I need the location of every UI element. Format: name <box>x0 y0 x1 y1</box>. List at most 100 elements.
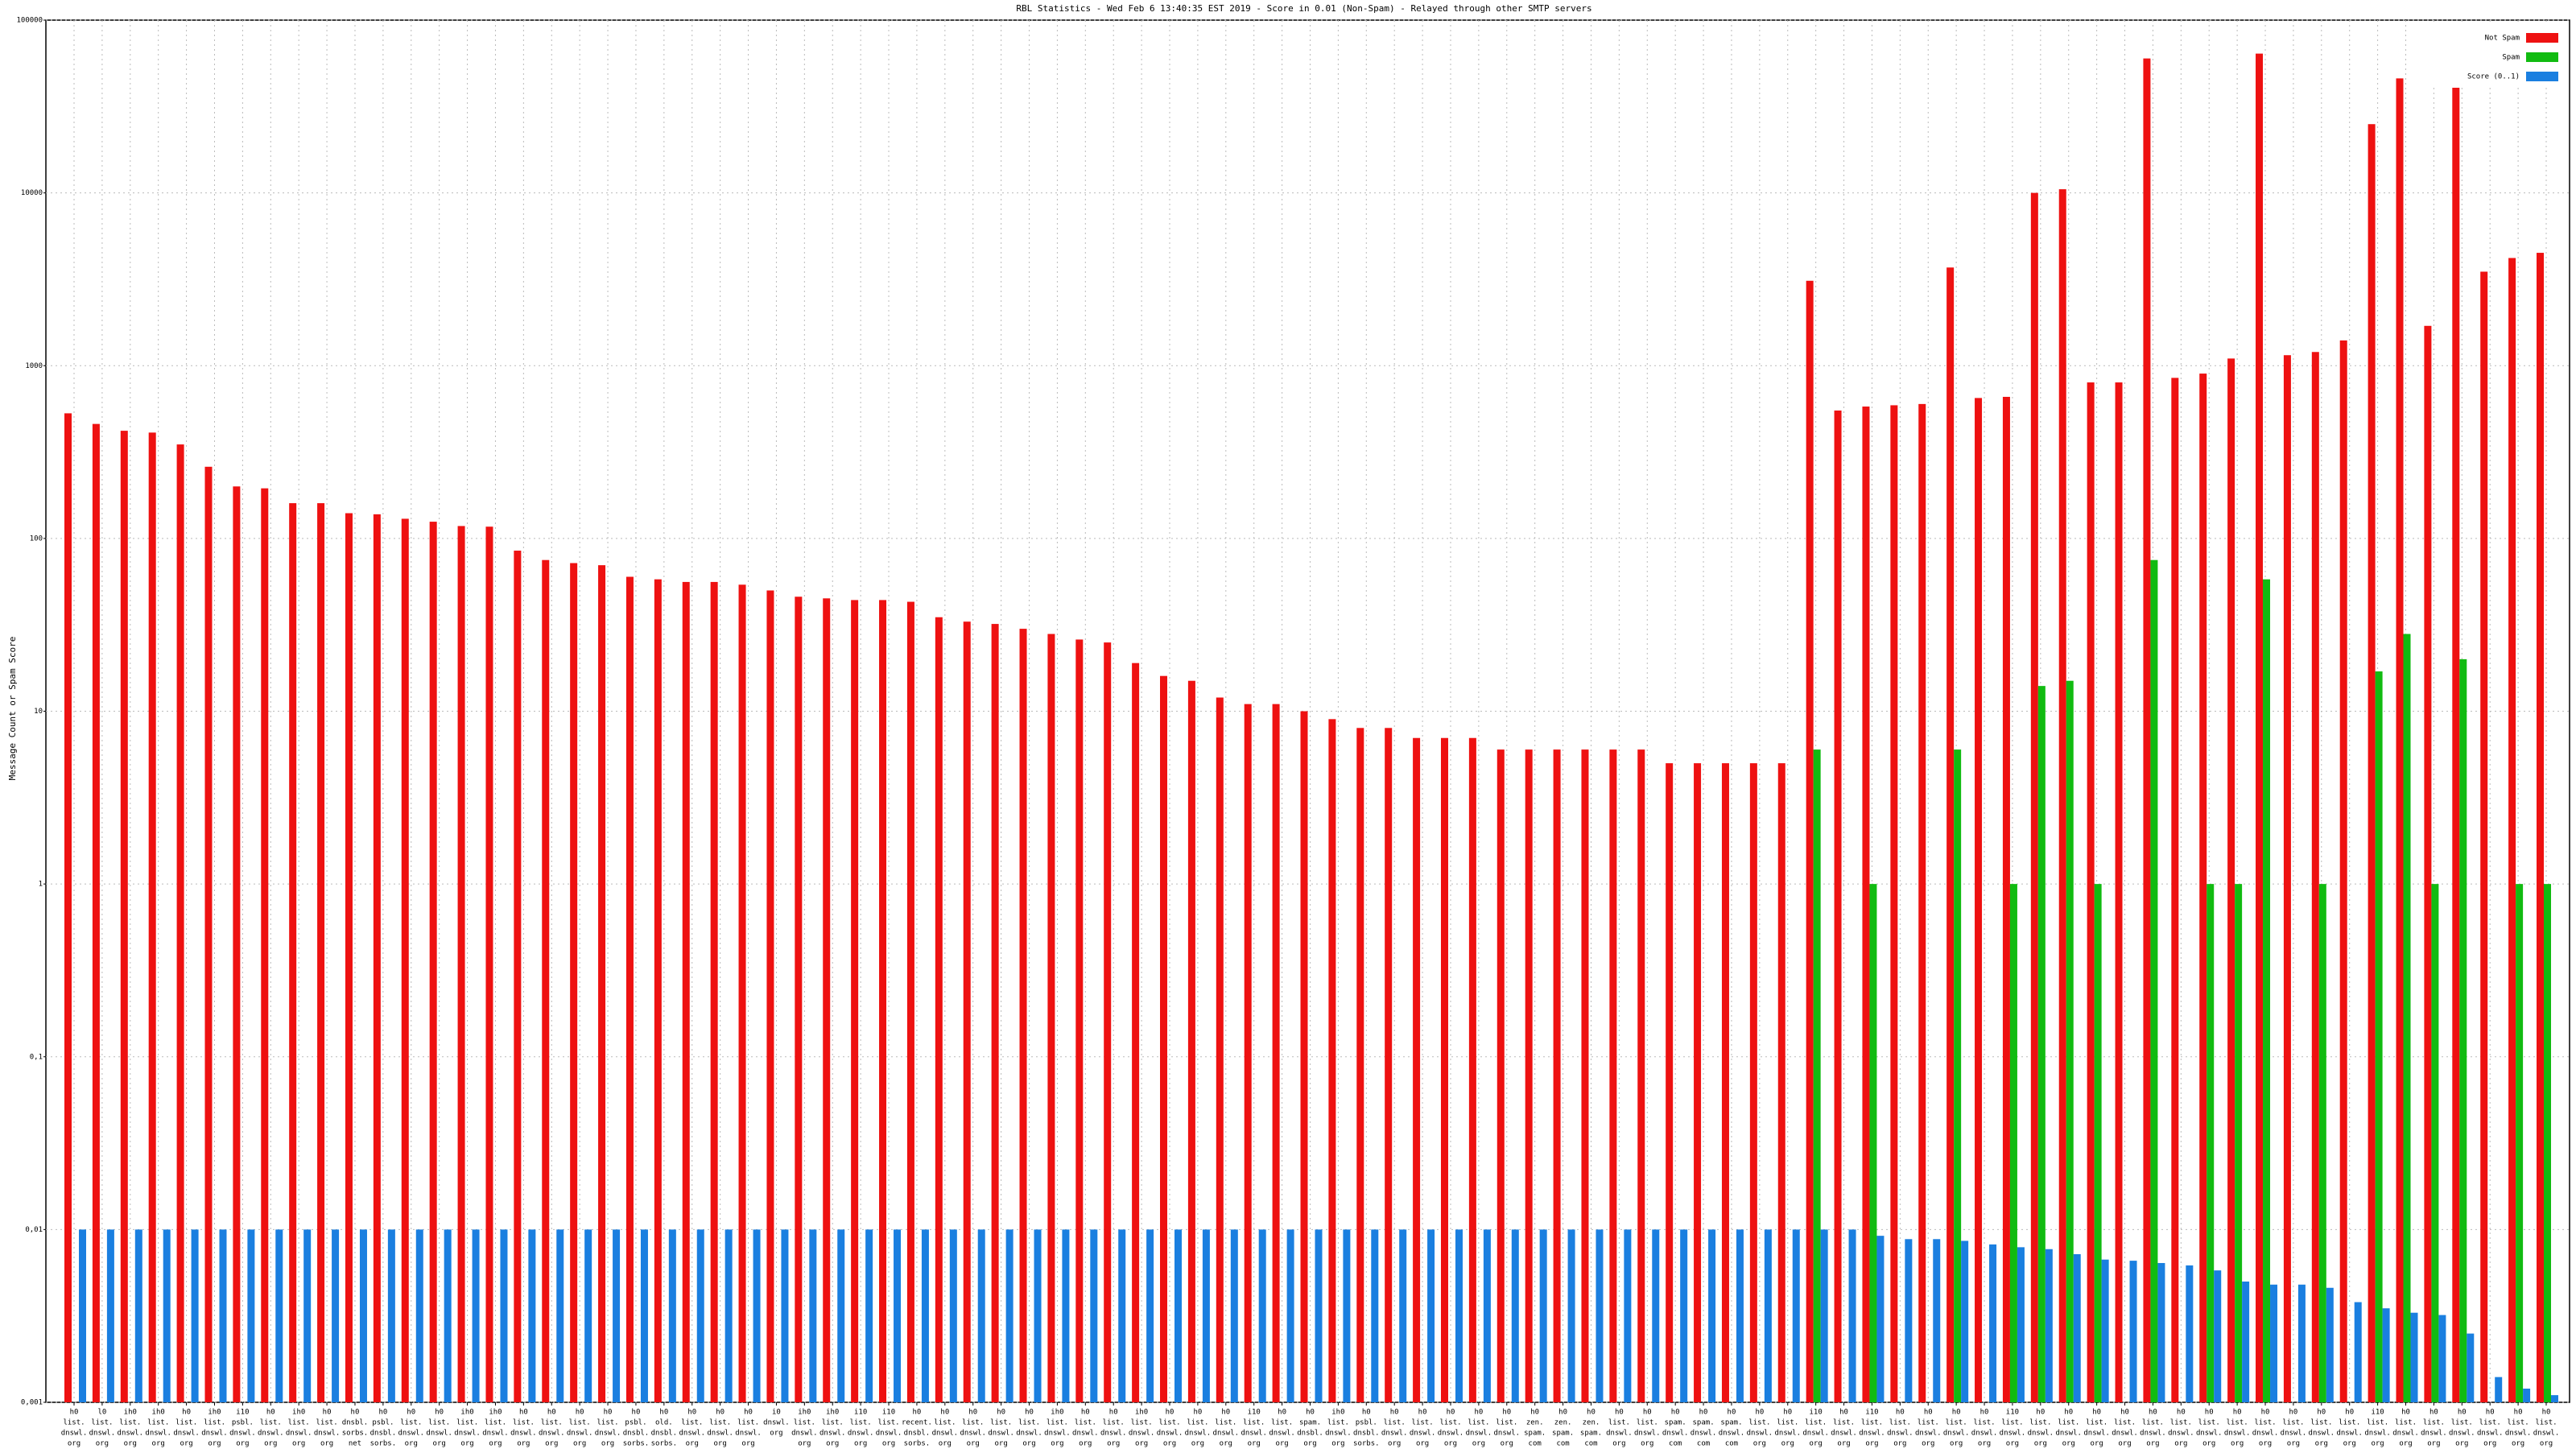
y-tick-label: 0,1 <box>30 1053 43 1061</box>
x-tick-label: h0 <box>2317 1409 2326 1417</box>
x-tick-label: org <box>96 1440 109 1448</box>
x-tick-label: h0 <box>1193 1409 1202 1417</box>
x-tick-label: org <box>573 1440 586 1448</box>
x-tick-label: list. <box>2058 1419 2079 1427</box>
x-tick-label: list. <box>850 1419 872 1427</box>
bar <box>1666 763 1674 1402</box>
bar <box>79 1229 86 1402</box>
x-tick-label: sorbs. <box>342 1430 369 1438</box>
x-tick-label: org <box>2399 1440 2412 1448</box>
bar <box>2452 85 2460 1403</box>
legend-swatch <box>2526 72 2558 81</box>
bar <box>613 1229 621 1402</box>
bar <box>879 600 887 1402</box>
bar <box>2410 1312 2418 1402</box>
x-tick-label: h0 <box>182 1409 191 1417</box>
x-tick-label: h0 <box>1558 1409 1567 1417</box>
x-tick-label: h0 <box>351 1409 360 1417</box>
bar <box>1637 749 1645 1402</box>
bar <box>2516 884 2524 1402</box>
x-tick-label: ih0 <box>826 1409 839 1417</box>
x-tick-label: org <box>854 1440 867 1448</box>
x-tick-label: dnswl. <box>2392 1430 2419 1438</box>
bar <box>1862 407 1870 1402</box>
x-tick-label: org <box>994 1440 1007 1448</box>
x-tick-label: org <box>405 1440 418 1448</box>
bar <box>1694 763 1702 1402</box>
x-tick-label: list. <box>2170 1419 2192 1427</box>
bar <box>2326 1287 2334 1402</box>
x-tick-label: dnswl. <box>2055 1430 2082 1438</box>
x-tick-label: org <box>1810 1440 1823 1448</box>
x-tick-label: list. <box>316 1419 338 1427</box>
bar <box>1680 1229 1688 1402</box>
x-tick-label: dnswl. <box>1831 1430 1857 1438</box>
bar <box>1736 1229 1744 1402</box>
x-tick-label: dnswl. <box>1157 1430 1183 1438</box>
x-tick-label: list. <box>1243 1419 1265 1427</box>
x-tick-label: list. <box>1412 1419 1434 1427</box>
x-tick-label: list. <box>2086 1419 2107 1427</box>
x-tick-label: dnswl. <box>1802 1430 1829 1438</box>
x-tick-label: dnswl. <box>286 1430 312 1438</box>
bar <box>921 1229 929 1402</box>
x-tick-label: com <box>1584 1440 1597 1448</box>
x-tick-label: h0 <box>1924 1409 1933 1417</box>
x-tick-label: list. <box>2282 1419 2304 1427</box>
x-tick-label: h0 <box>1418 1409 1427 1417</box>
x-tick-label: h0 <box>2092 1409 2101 1417</box>
x-tick-label: dnswl. <box>2533 1430 2560 1438</box>
x-tick-label: org <box>2062 1440 2075 1448</box>
x-tick-label: dnswl. <box>1213 1430 1240 1438</box>
x-tick-label: com <box>1556 1440 1569 1448</box>
bar <box>1848 1229 1856 1402</box>
bar <box>92 423 100 1402</box>
x-tick-label: org <box>1248 1440 1261 1448</box>
x-tick-label: list. <box>1327 1419 1349 1427</box>
bar <box>991 624 999 1402</box>
x-tick-label: list. <box>204 1419 225 1427</box>
x-tick-label: org <box>1303 1440 1316 1448</box>
bar <box>1005 1229 1013 1402</box>
bar <box>1890 405 1898 1402</box>
x-tick-label: l0 <box>97 1409 106 1417</box>
bar <box>485 526 493 1402</box>
x-tick-label: h0 <box>968 1409 977 1417</box>
x-tick-label: dnswl. <box>735 1430 762 1438</box>
x-tick-label: list. <box>934 1419 956 1427</box>
x-tick-label: h0 <box>1587 1409 1596 1417</box>
bar <box>1146 1229 1154 1402</box>
bar <box>1721 763 1729 1402</box>
x-tick-label: list. <box>400 1419 422 1427</box>
bar <box>851 600 859 1402</box>
x-tick-label: org <box>2118 1440 2131 1448</box>
x-tick-label: dnswl. <box>1859 1430 1885 1438</box>
bar <box>2318 884 2326 1402</box>
legend-label: Score (0..1) <box>2467 73 2520 81</box>
bar <box>2339 340 2347 1403</box>
bar <box>1975 398 1983 1403</box>
x-tick-label: org <box>1781 1440 1794 1448</box>
x-tick-label: psbl. <box>372 1419 394 1427</box>
x-tick-label: h0 <box>70 1409 79 1417</box>
x-tick-label: ih0 <box>1331 1409 1344 1417</box>
bar <box>2058 189 2066 1402</box>
x-tick-label: list. <box>1384 1419 1406 1427</box>
bar <box>2157 1262 2165 1402</box>
x-tick-label: h0 <box>1643 1409 1652 1417</box>
x-tick-label: dnswl. <box>1634 1430 1661 1438</box>
x-tick-label: h0 <box>1109 1409 1118 1417</box>
bar <box>837 1229 845 1402</box>
bar <box>233 486 241 1403</box>
x-tick-label: list. <box>2114 1419 2136 1427</box>
bar <box>1413 737 1421 1402</box>
bar <box>2171 378 2179 1403</box>
x-tick-label: list. <box>456 1419 478 1427</box>
x-tick-label: org <box>236 1440 249 1448</box>
legend-label: Spam <box>2502 54 2520 62</box>
bar <box>1258 1229 1266 1402</box>
x-tick-label: h0 <box>1474 1409 1483 1417</box>
x-tick-label: org <box>2231 1440 2244 1448</box>
x-tick-label: dnswl. <box>1719 1430 1745 1438</box>
x-tick-label: org <box>2343 1440 2356 1448</box>
